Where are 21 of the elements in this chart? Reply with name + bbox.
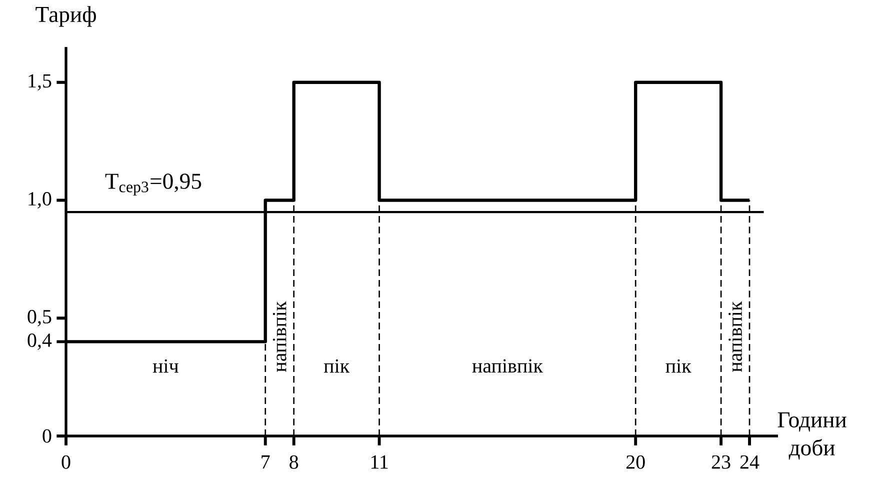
annotation: ніч (152, 359, 178, 373)
y-axis-title: Тариф (36, 6, 96, 27)
x-axis-title: Години доби (778, 412, 846, 460)
y-tick-label: 1,0 (28, 192, 52, 208)
x-tick-label: 7 (262, 455, 270, 468)
ref-line-label: T$_{сер3}$=0,95 (105, 174, 202, 196)
annotation: пік (324, 359, 350, 373)
x-tick-label: 0 (62, 455, 70, 469)
y-tick-label: 0,5 (28, 310, 52, 326)
annotation: напівпік (472, 359, 543, 373)
annotation: напівпік (728, 301, 742, 372)
x-tick-label: 24 (740, 455, 760, 469)
x-tick-label: 20 (626, 455, 645, 469)
y-tick-label: 0,4 (28, 333, 52, 350)
y-tick-label: 0 (42, 429, 52, 443)
annotation: напівпік (272, 301, 286, 372)
y-tick-label: 1,5 (28, 74, 52, 90)
x-tick-label: 23 (712, 455, 730, 469)
x-tick-label: 11 (371, 455, 388, 469)
x-tick-label: 8 (290, 455, 298, 469)
annotation: пік (666, 359, 692, 373)
